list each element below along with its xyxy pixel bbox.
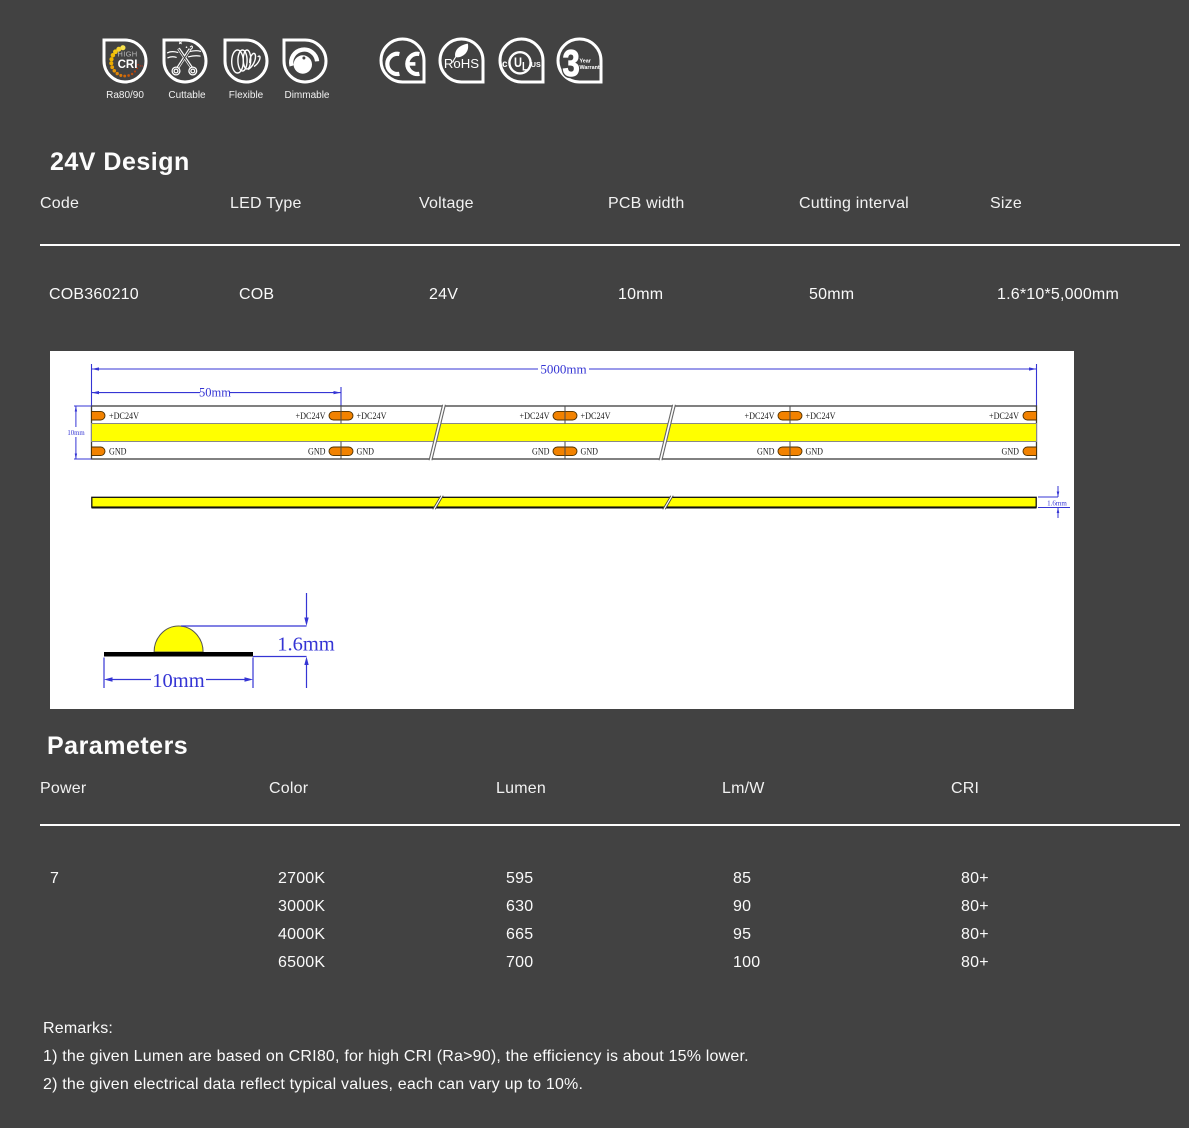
svg-text:GND: GND — [806, 447, 824, 457]
svg-text:U: U — [514, 55, 522, 70]
svg-text:c: c — [502, 59, 508, 70]
svg-text:+DC24V: +DC24V — [520, 412, 550, 422]
svg-text:50mm: 50mm — [199, 386, 231, 400]
svg-text:+DC24V: +DC24V — [109, 412, 139, 422]
svg-text:+DC24V: +DC24V — [296, 412, 326, 422]
svg-text:1.6mm: 1.6mm — [1047, 500, 1067, 508]
svg-text:GND: GND — [532, 447, 550, 457]
svg-text:US: US — [531, 60, 541, 69]
svg-text:GND: GND — [757, 447, 775, 457]
svg-text:GND: GND — [109, 447, 127, 457]
svg-text:GND: GND — [581, 447, 599, 457]
svg-text:3: 3 — [563, 43, 580, 84]
svg-text:CRI: CRI — [118, 59, 138, 71]
svg-text:3: 3 — [563, 43, 580, 84]
svg-text:+DC24V: +DC24V — [806, 412, 836, 422]
svg-text:1.6mm: 1.6mm — [277, 634, 335, 656]
svg-text:+DC24V: +DC24V — [581, 412, 611, 422]
svg-text:+DC24V: +DC24V — [357, 412, 387, 422]
svg-text:5000mm: 5000mm — [540, 361, 586, 376]
svg-text:Year: Year — [580, 58, 592, 64]
svg-text:RoHS: RoHS — [444, 56, 479, 71]
svg-text:+DC24V: +DC24V — [989, 412, 1019, 422]
svg-text:10mm: 10mm — [67, 430, 85, 437]
svg-text:GND: GND — [1002, 447, 1020, 457]
svg-text:HIGH: HIGH — [117, 50, 137, 59]
svg-text:10mm: 10mm — [152, 670, 204, 692]
svg-text:GND: GND — [308, 447, 326, 457]
svg-text:L: L — [522, 60, 528, 73]
svg-text:Warranty: Warranty — [580, 65, 603, 71]
svg-text:+DC24V: +DC24V — [745, 412, 775, 422]
svg-text:GND: GND — [357, 447, 375, 457]
